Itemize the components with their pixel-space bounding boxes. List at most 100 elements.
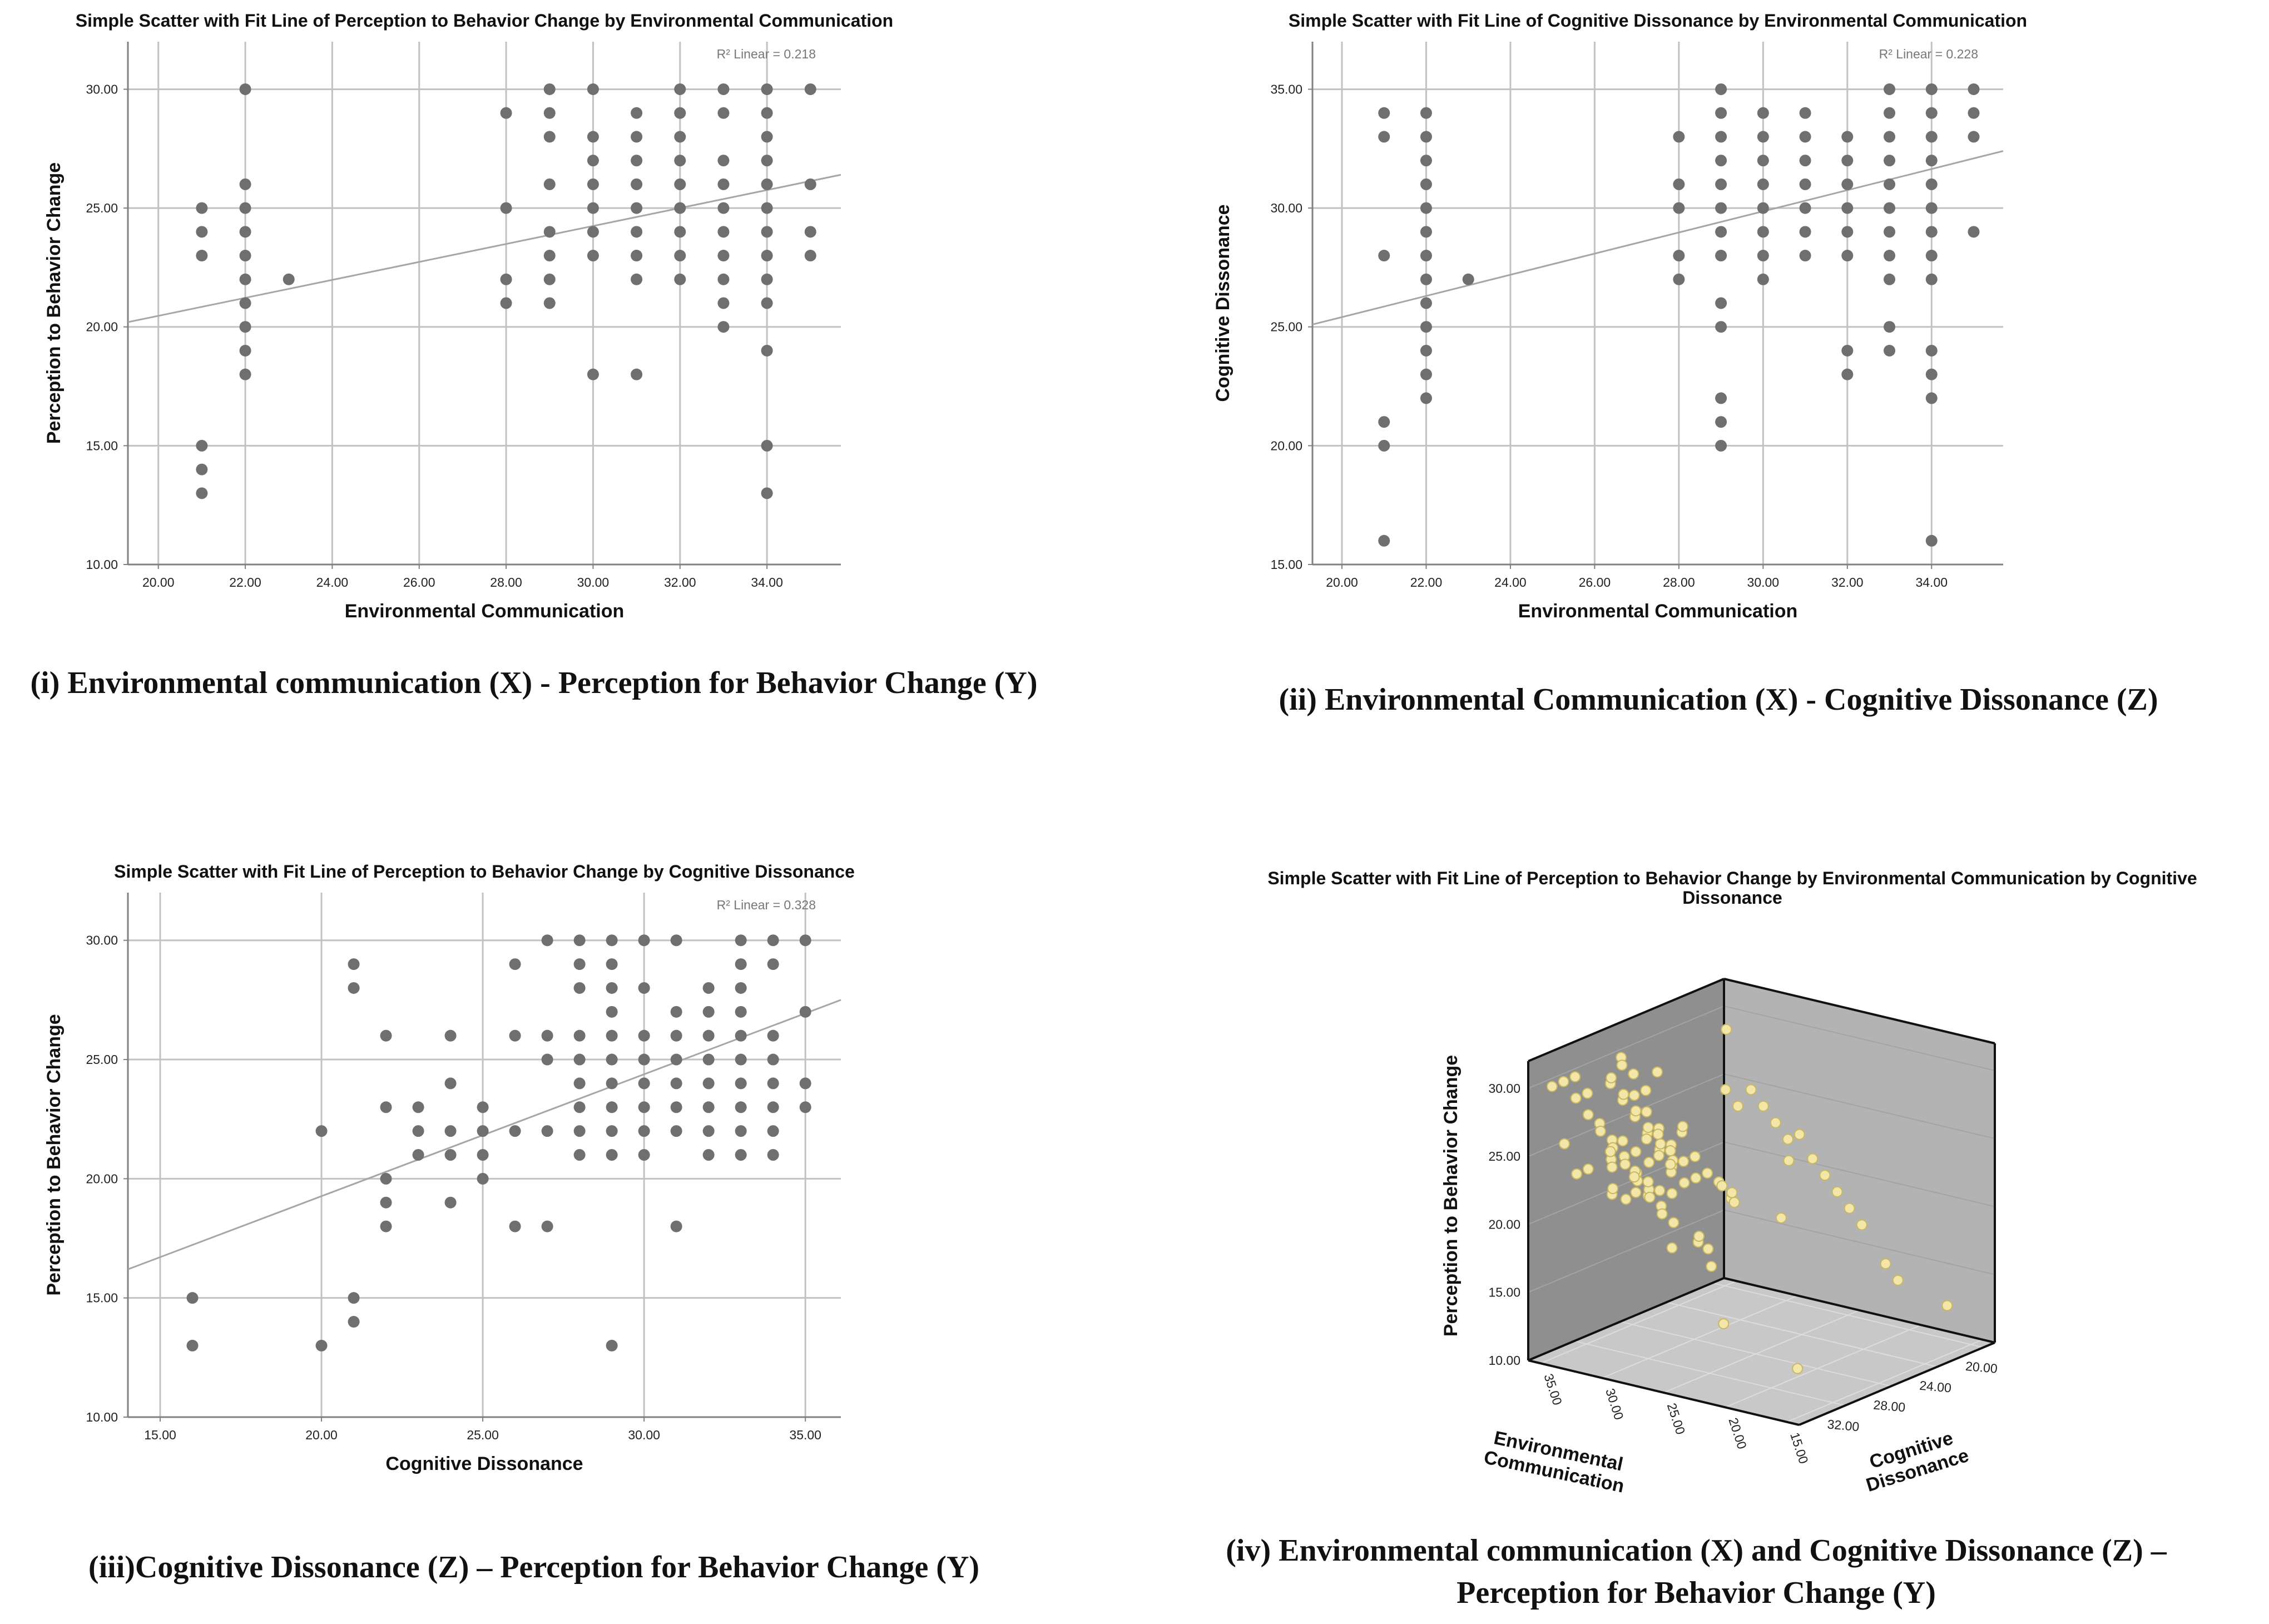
floor-gridline: [1663, 1310, 1860, 1393]
data-point: [1884, 83, 1896, 95]
data-point: [573, 1029, 586, 1042]
caption-ii: (ii) Environmental Communication (X) - C…: [1279, 682, 2158, 717]
data-point: [500, 297, 512, 309]
data-point: [444, 1196, 457, 1209]
data-point: [543, 273, 556, 285]
z-tick-label: 35.00: [1541, 1372, 1565, 1407]
data-point: [638, 1149, 650, 1161]
data-point: [1757, 131, 1769, 143]
data-point-3d: [1652, 1128, 1664, 1140]
data-point: [500, 273, 512, 285]
data-point: [196, 487, 208, 499]
data-point: [702, 1053, 715, 1066]
data-point-3d: [1689, 1151, 1701, 1162]
data-point: [638, 1053, 650, 1066]
data-point: [1884, 131, 1896, 143]
data-point-3d: [1641, 1133, 1652, 1145]
data-point: [1799, 202, 1811, 214]
data-point: [509, 958, 521, 971]
data-point: [1715, 131, 1727, 143]
y-tick-label: 10.00: [1488, 1353, 1520, 1368]
data-point: [587, 178, 599, 190]
data-point-3d: [1706, 1261, 1717, 1273]
x-tick-label: 32.00: [1827, 1417, 1860, 1434]
data-point: [1925, 83, 1938, 95]
data-point: [761, 344, 773, 357]
data-point: [543, 178, 556, 190]
data-point-3d: [1664, 1158, 1676, 1170]
data-point-3d: [1716, 1180, 1728, 1192]
data-point: [670, 1006, 682, 1018]
data-point-3d: [1941, 1300, 1953, 1311]
data-point: [1884, 344, 1896, 357]
r2-label: R² Linear = 0.228: [1879, 47, 1978, 61]
y-tick-label: 15.00: [1488, 1285, 1520, 1300]
data-point: [477, 1101, 489, 1113]
data-point-3d: [1606, 1072, 1617, 1083]
data-point: [1378, 131, 1390, 143]
data-point: [606, 1125, 618, 1137]
y-tick-label: 30.00: [86, 82, 118, 96]
data-point: [1715, 83, 1727, 95]
y-axis-label: Perception to Behavior Change: [43, 162, 65, 444]
data-point-3d: [1757, 1100, 1769, 1112]
data-point-3d: [1628, 1068, 1639, 1080]
data-point: [799, 1101, 811, 1113]
x-tick-label: 30.00: [1747, 575, 1780, 590]
data-point: [606, 934, 618, 947]
z-tick-label: 20.00: [1726, 1416, 1750, 1451]
chart-title-continued: Dissonance: [1682, 888, 1782, 908]
x-tick-label: 20.00: [1326, 575, 1358, 590]
data-point: [543, 107, 556, 119]
x-tick-label: 24.00: [316, 575, 349, 590]
data-point-3d: [1618, 1088, 1629, 1100]
data-point: [1420, 226, 1432, 238]
data-point: [500, 107, 512, 119]
data-point: [1715, 392, 1727, 404]
y-tick-label: 15.00: [1270, 557, 1302, 572]
data-point: [541, 934, 553, 947]
data-point: [186, 1292, 199, 1304]
data-point-3d: [1732, 1100, 1743, 1112]
data-point: [541, 1053, 553, 1066]
x-tick-label: 28.00: [1663, 575, 1695, 590]
cube-edge: [1528, 978, 1725, 1062]
data-point: [1884, 321, 1896, 333]
data-point: [1884, 155, 1896, 167]
data-point: [606, 1149, 618, 1161]
chart-title: Simple Scatter with Fit Line of Percepti…: [114, 861, 855, 882]
z-tick-label: 30.00: [1603, 1387, 1627, 1422]
y-tick-label: 20.00: [86, 320, 118, 334]
data-point-3d: [1770, 1117, 1781, 1128]
data-point-3d: [1582, 1087, 1593, 1099]
data-point-3d: [1721, 1023, 1732, 1035]
x-tick-label: 32.00: [1831, 575, 1864, 590]
fit-line: [1312, 150, 2004, 325]
data-point: [761, 273, 773, 285]
x-tick-label: 24.00: [1494, 575, 1527, 590]
data-point: [196, 226, 208, 238]
data-point: [717, 273, 730, 285]
data-point: [1799, 107, 1811, 119]
x-tick-label: 34.00: [1915, 575, 1948, 590]
data-point-3d: [1668, 1217, 1680, 1229]
data-point-3d: [1794, 1128, 1805, 1140]
x-tick-label: 32.00: [664, 575, 696, 590]
chart-iii: Simple Scatter with Fit Line of Percepti…: [43, 861, 855, 1474]
data-point: [674, 250, 686, 262]
data-point: [1420, 321, 1432, 333]
caption-iv: (iv) Environmental communication (X) and…: [1226, 1533, 2167, 1610]
y-axis-label: Perception to Behavior Change: [1440, 1055, 1462, 1336]
data-point: [606, 1101, 618, 1113]
data-point: [767, 1149, 779, 1161]
data-point: [606, 1029, 618, 1042]
data-point: [541, 1029, 553, 1042]
data-point: [1841, 178, 1854, 190]
data-point-3d: [1656, 1208, 1668, 1220]
cube-edge: [1528, 1277, 1725, 1361]
chart-title: Simple Scatter with Fit Line of Percepti…: [76, 11, 893, 31]
cube-edge: [1723, 978, 1995, 1044]
data-point: [1968, 107, 1980, 119]
fit-line: [127, 174, 841, 323]
data-point: [804, 226, 816, 238]
